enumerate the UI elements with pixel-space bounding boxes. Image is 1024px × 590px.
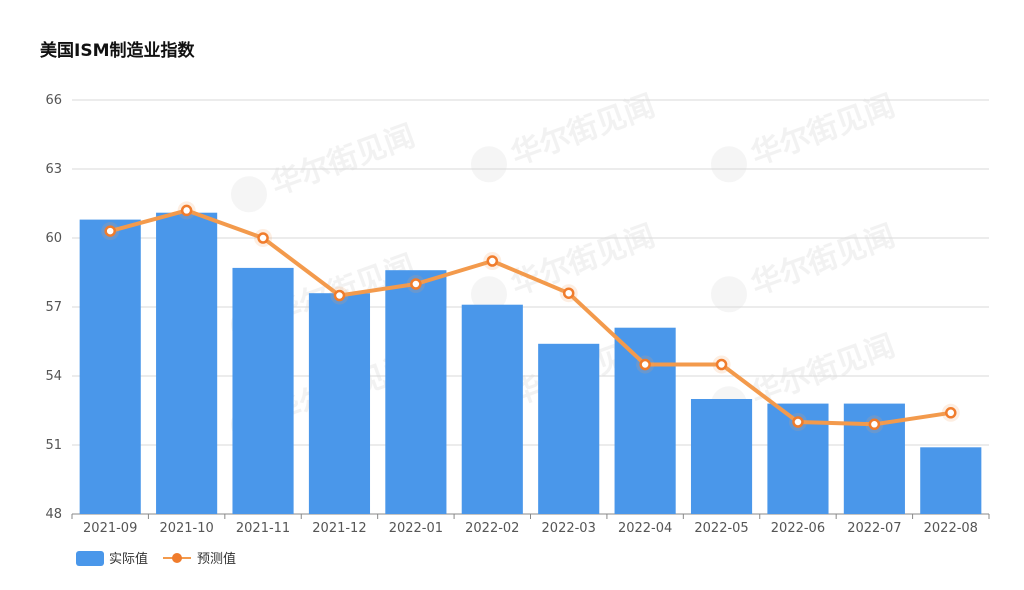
y-tick-label: 60 [45,231,62,246]
y-tick-label: 63 [45,162,62,177]
legend-label-actual: 实际值 [109,551,148,567]
x-tick-label: 2022-04 [618,521,672,536]
bar [690,399,753,514]
bar [461,304,523,514]
x-tick-label: 2021-12 [312,521,366,536]
legend-bar-swatch [76,551,104,566]
watermark: 华尔街见闻 [230,118,420,213]
watermark-logo-icon [230,176,267,213]
data-point [104,225,116,237]
watermark-text: 华尔街见闻 [747,218,900,302]
x-tick-label: 2022-06 [771,521,825,536]
line-series [101,201,960,434]
legend-point-swatch [172,553,182,563]
watermark-text: 华尔街见闻 [507,218,660,302]
data-point [945,407,957,419]
y-tick-label: 57 [45,300,62,315]
data-point [639,358,651,371]
y-axis-ticks: 48 51 54 57 60 63 66 [45,93,62,522]
watermark: 华尔街见闻 [710,218,900,313]
x-tick-label: 2022-03 [542,521,596,536]
y-tick-label: 48 [45,507,62,522]
bar [308,293,371,514]
x-tick-label: 2022-07 [847,521,901,536]
bar [538,343,600,514]
x-tick-label: 2021-11 [236,521,290,536]
data-point [715,358,728,371]
forecast-line [109,208,952,427]
watermark-logo-icon [710,146,747,183]
bar [79,219,141,514]
legend-label-forecast: 预测值 [197,551,236,567]
x-tick-label: 2022-08 [924,521,978,536]
bar [232,267,294,514]
data-point [333,289,346,302]
bar [920,447,982,514]
x-axis-ticks: 2021-09 2021-10 2021-11 2021-12 2022-01 2022-… [71,514,990,536]
watermark-text: 华尔街见闻 [747,88,900,172]
x-tick-label: 2021-09 [83,521,137,536]
watermark-logo-icon [470,276,507,313]
data-point [868,418,881,431]
data-point [486,255,499,267]
watermark-logo-icon [710,276,747,313]
bar [156,212,218,514]
watermark: 华尔街见闻 [710,88,900,183]
watermark-text: 华尔街见闻 [267,118,420,202]
data-point [410,278,422,290]
x-tick-label: 2022-05 [694,521,748,536]
data-point [180,204,193,217]
bar [385,270,447,514]
chart-title: 美国ISM制造业指数 [40,41,195,61]
watermark: 华尔街见闻 [470,88,660,183]
y-tick-label: 54 [45,369,62,384]
watermark-logo-icon [470,146,507,183]
x-tick-label: 2021-10 [159,521,213,536]
y-tick-label: 51 [45,438,62,453]
watermark-text: 华尔街见闻 [507,88,660,172]
data-point [562,287,575,299]
x-tick-label: 2022-01 [389,521,443,536]
legend: 实际值 预测值 [76,551,236,567]
bar-series [79,212,982,514]
x-tick-label: 2022-02 [465,521,519,536]
y-tick-label: 66 [45,93,62,108]
data-point [792,416,804,428]
data-point [257,232,269,244]
